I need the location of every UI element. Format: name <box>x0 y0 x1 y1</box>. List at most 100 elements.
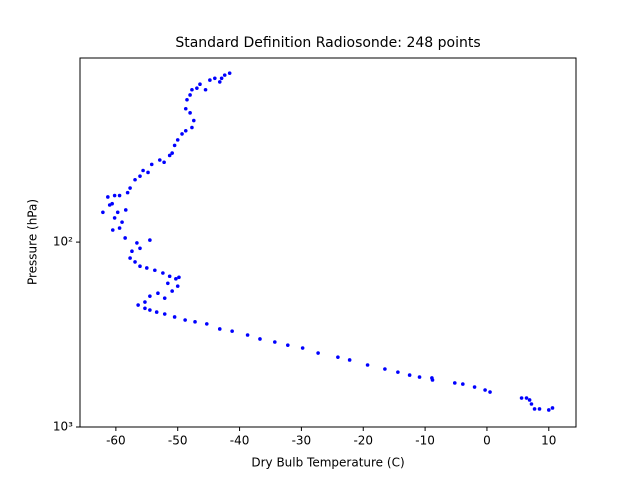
point <box>162 296 167 300</box>
point <box>133 260 137 264</box>
point <box>190 87 194 92</box>
point <box>222 73 227 77</box>
point <box>219 76 224 81</box>
point <box>316 351 320 355</box>
point <box>123 236 127 240</box>
point <box>532 407 537 411</box>
point <box>148 308 152 312</box>
point <box>154 310 159 314</box>
point <box>167 274 172 279</box>
point <box>217 327 222 331</box>
point <box>407 373 412 377</box>
point <box>183 318 187 322</box>
point <box>110 201 114 206</box>
point <box>166 281 170 286</box>
point <box>461 382 465 386</box>
point <box>190 125 194 130</box>
point <box>128 256 132 260</box>
point <box>170 289 174 293</box>
point <box>110 228 115 232</box>
point <box>149 162 154 167</box>
point <box>217 80 222 84</box>
point <box>245 333 250 337</box>
point <box>188 93 192 97</box>
point <box>112 193 117 198</box>
point <box>180 132 184 136</box>
point <box>170 151 174 155</box>
point <box>430 376 434 380</box>
point <box>146 170 150 175</box>
point <box>195 86 199 90</box>
point <box>537 407 542 411</box>
point <box>120 220 124 224</box>
y-tick-label: 10³ <box>53 420 73 434</box>
point <box>550 406 555 410</box>
x-axis-label: Dry Bulb Temperature (C) <box>251 456 404 470</box>
point <box>143 300 147 304</box>
point <box>172 315 177 319</box>
point <box>138 264 142 268</box>
x-tick-label: -40 <box>230 434 250 448</box>
point <box>138 174 142 178</box>
point <box>383 367 387 371</box>
point <box>524 396 529 400</box>
point <box>130 249 134 254</box>
point <box>143 306 147 311</box>
point <box>529 402 534 406</box>
y-tick-label: 10² <box>53 235 73 249</box>
point <box>488 390 492 394</box>
point <box>273 340 277 344</box>
point <box>198 82 202 87</box>
x-tick-label: 10 <box>541 434 556 448</box>
point <box>227 71 232 75</box>
point <box>175 284 180 288</box>
x-tick-label: -50 <box>168 434 188 448</box>
point <box>300 346 305 350</box>
point <box>177 275 181 280</box>
point <box>208 78 212 82</box>
point <box>519 396 524 400</box>
point <box>144 266 149 270</box>
chart-title: Standard Definition Radiosonde: 248 poin… <box>175 35 480 51</box>
point <box>417 375 422 379</box>
x-tick-label: -10 <box>415 434 435 448</box>
point <box>153 268 157 273</box>
x-tick-label: -20 <box>353 434 373 448</box>
point <box>148 238 152 242</box>
point <box>138 246 142 251</box>
point <box>157 158 162 162</box>
point <box>117 226 122 230</box>
point <box>135 241 139 245</box>
point <box>396 370 400 374</box>
point <box>183 128 188 133</box>
point <box>175 138 180 142</box>
x-tick-label: 0 <box>483 434 491 448</box>
y-axis-label: Pressure (hPa) <box>26 199 40 285</box>
point <box>112 216 117 220</box>
point <box>141 168 145 173</box>
point <box>183 106 188 111</box>
point <box>193 320 197 324</box>
point <box>258 337 262 341</box>
point <box>162 312 167 316</box>
point <box>101 210 105 215</box>
point <box>347 358 352 362</box>
point <box>128 186 132 190</box>
point <box>483 388 487 392</box>
point <box>125 190 130 195</box>
point <box>185 98 189 102</box>
point <box>117 193 122 198</box>
point <box>174 277 178 281</box>
x-tick-label: -60 <box>106 434 126 448</box>
point <box>106 195 110 199</box>
point <box>365 363 370 367</box>
point <box>161 271 165 275</box>
point <box>527 398 532 402</box>
point <box>115 210 120 215</box>
point <box>162 160 166 165</box>
point <box>133 177 137 182</box>
point <box>167 153 172 158</box>
point <box>204 322 209 326</box>
